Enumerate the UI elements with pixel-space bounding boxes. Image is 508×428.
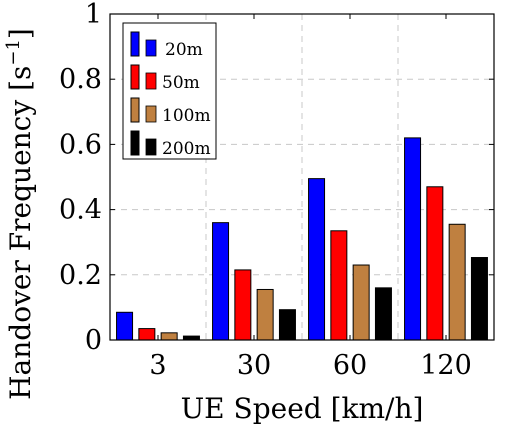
y-ticks: 0 0.2 0.4 0.6 0.8 1 — [59, 0, 494, 356]
bar-20m-3 — [116, 311, 134, 341]
x-tick-label: 30 — [237, 350, 271, 381]
legend-swatch-small-50m — [145, 72, 157, 90]
legend-swatch-20m — [130, 31, 140, 57]
bar-50m-120 — [426, 186, 444, 341]
legend-swatch-100m — [130, 97, 140, 123]
bar-200m-60 — [374, 287, 392, 341]
bar-200m-120 — [470, 257, 488, 341]
legend: 20m 50m 100m 200m — [122, 22, 217, 160]
legend-label-100m: 100m — [162, 106, 211, 126]
plot-frame — [109, 13, 495, 341]
y-tick-label: 0.8 — [59, 64, 102, 95]
y-tick-label: 0.6 — [59, 129, 102, 160]
bar-20m-30 — [212, 222, 230, 341]
legend-swatch-50m — [130, 64, 140, 90]
bar-20m-60 — [308, 178, 326, 341]
legend-swatch-small-100m — [145, 105, 157, 123]
y-tick-label: 0 — [85, 325, 102, 356]
x-tick-label: 60 — [333, 350, 367, 381]
bar-100m-30 — [256, 288, 274, 341]
legend-swatch-small-200m — [145, 138, 157, 156]
legend-label-50m: 50m — [162, 73, 200, 93]
x-ticks: 3 30 60 120 — [149, 14, 472, 381]
y-axis-label-text: Handover Frequency [s — [4, 66, 37, 400]
y-tick-label: 0.4 — [59, 195, 102, 226]
y-tick-label: 0.2 — [59, 260, 102, 291]
legend-swatch-small-20m — [145, 39, 157, 57]
y-axis-label-unit-sup: −1 — [3, 39, 24, 66]
bar-50m-30 — [234, 269, 252, 341]
y-axis-label-close: ] — [4, 28, 37, 39]
x-tick-label: 120 — [420, 350, 472, 381]
legend-swatch-200m — [130, 130, 140, 156]
x-tick-label: 3 — [149, 350, 166, 381]
bar-50m-60 — [330, 230, 348, 341]
bar-20m-120 — [404, 137, 422, 341]
bar-50m-3 — [138, 328, 156, 341]
bar-100m-60 — [352, 264, 370, 341]
bar-100m-3 — [160, 332, 178, 341]
x-axis-label: UE Speed [km/h] — [181, 392, 424, 425]
y-axis-label: Handover Frequency [s−1] — [3, 28, 37, 400]
bars — [116, 137, 488, 341]
legend-label-20m: 20m — [165, 40, 203, 60]
legend-label-200m: 200m — [162, 139, 211, 159]
bar-200m-30 — [278, 309, 296, 341]
bar-100m-120 — [448, 223, 466, 341]
y-tick-label: 1 — [85, 0, 102, 30]
